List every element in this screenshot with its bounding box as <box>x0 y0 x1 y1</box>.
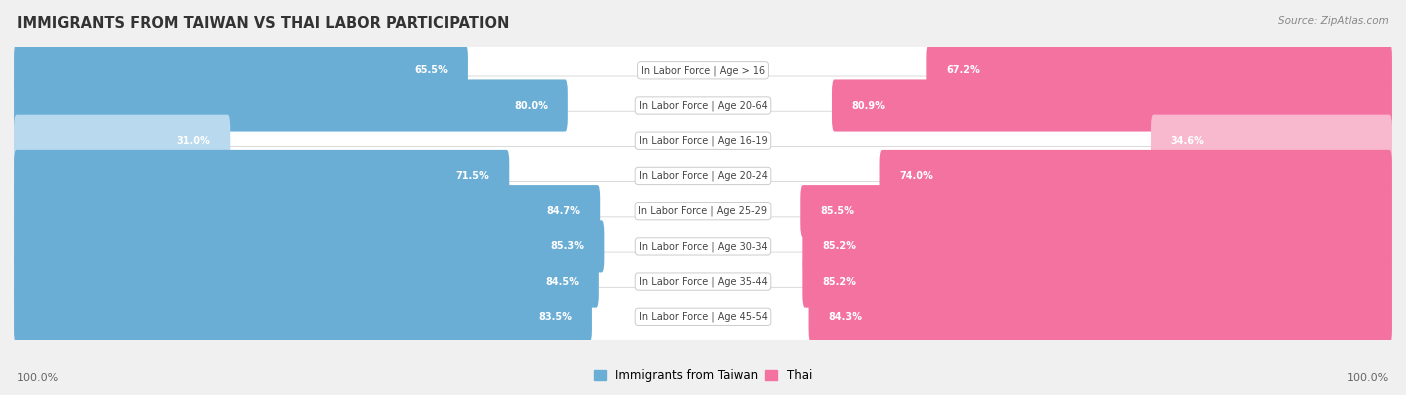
FancyBboxPatch shape <box>14 256 599 308</box>
FancyBboxPatch shape <box>927 44 1392 96</box>
Text: In Labor Force | Age 45-54: In Labor Force | Age 45-54 <box>638 312 768 322</box>
Text: 100.0%: 100.0% <box>17 373 59 383</box>
Text: In Labor Force | Age 20-64: In Labor Force | Age 20-64 <box>638 100 768 111</box>
Text: 74.0%: 74.0% <box>900 171 934 181</box>
Text: IMMIGRANTS FROM TAIWAN VS THAI LABOR PARTICIPATION: IMMIGRANTS FROM TAIWAN VS THAI LABOR PAR… <box>17 16 509 31</box>
FancyBboxPatch shape <box>14 291 592 343</box>
FancyBboxPatch shape <box>803 256 1392 308</box>
FancyBboxPatch shape <box>832 79 1392 132</box>
Text: 80.0%: 80.0% <box>515 100 548 111</box>
Text: 31.0%: 31.0% <box>177 136 211 146</box>
Text: 71.5%: 71.5% <box>456 171 489 181</box>
FancyBboxPatch shape <box>14 41 1392 100</box>
Text: In Labor Force | Age 25-29: In Labor Force | Age 25-29 <box>638 206 768 216</box>
FancyBboxPatch shape <box>880 150 1392 202</box>
Text: 83.5%: 83.5% <box>538 312 572 322</box>
Text: 85.2%: 85.2% <box>823 241 856 251</box>
Legend: Immigrants from Taiwan, Thai: Immigrants from Taiwan, Thai <box>589 364 817 386</box>
Text: 67.2%: 67.2% <box>946 65 980 75</box>
FancyBboxPatch shape <box>14 287 1392 346</box>
Text: 80.9%: 80.9% <box>852 100 886 111</box>
FancyBboxPatch shape <box>14 252 1392 311</box>
FancyBboxPatch shape <box>14 111 1392 170</box>
FancyBboxPatch shape <box>14 115 231 167</box>
Text: In Labor Force | Age 30-34: In Labor Force | Age 30-34 <box>638 241 768 252</box>
FancyBboxPatch shape <box>803 220 1392 273</box>
FancyBboxPatch shape <box>14 76 1392 135</box>
FancyBboxPatch shape <box>14 44 468 96</box>
Text: 65.5%: 65.5% <box>415 65 449 75</box>
Text: 84.5%: 84.5% <box>546 276 579 287</box>
Text: In Labor Force | Age 16-19: In Labor Force | Age 16-19 <box>638 135 768 146</box>
Text: 85.2%: 85.2% <box>823 276 856 287</box>
FancyBboxPatch shape <box>14 150 509 202</box>
Text: In Labor Force | Age > 16: In Labor Force | Age > 16 <box>641 65 765 75</box>
Text: Source: ZipAtlas.com: Source: ZipAtlas.com <box>1278 16 1389 26</box>
FancyBboxPatch shape <box>808 291 1392 343</box>
FancyBboxPatch shape <box>14 79 568 132</box>
FancyBboxPatch shape <box>14 147 1392 205</box>
Text: 34.6%: 34.6% <box>1171 136 1205 146</box>
Text: 85.3%: 85.3% <box>551 241 585 251</box>
Text: 85.5%: 85.5% <box>820 206 853 216</box>
FancyBboxPatch shape <box>14 220 605 273</box>
FancyBboxPatch shape <box>14 182 1392 241</box>
Text: In Labor Force | Age 35-44: In Labor Force | Age 35-44 <box>638 276 768 287</box>
Text: 84.3%: 84.3% <box>828 312 862 322</box>
Text: 100.0%: 100.0% <box>1347 373 1389 383</box>
FancyBboxPatch shape <box>1152 115 1392 167</box>
Text: 84.7%: 84.7% <box>547 206 581 216</box>
Text: In Labor Force | Age 20-24: In Labor Force | Age 20-24 <box>638 171 768 181</box>
FancyBboxPatch shape <box>14 185 600 237</box>
FancyBboxPatch shape <box>14 217 1392 276</box>
FancyBboxPatch shape <box>800 185 1392 237</box>
